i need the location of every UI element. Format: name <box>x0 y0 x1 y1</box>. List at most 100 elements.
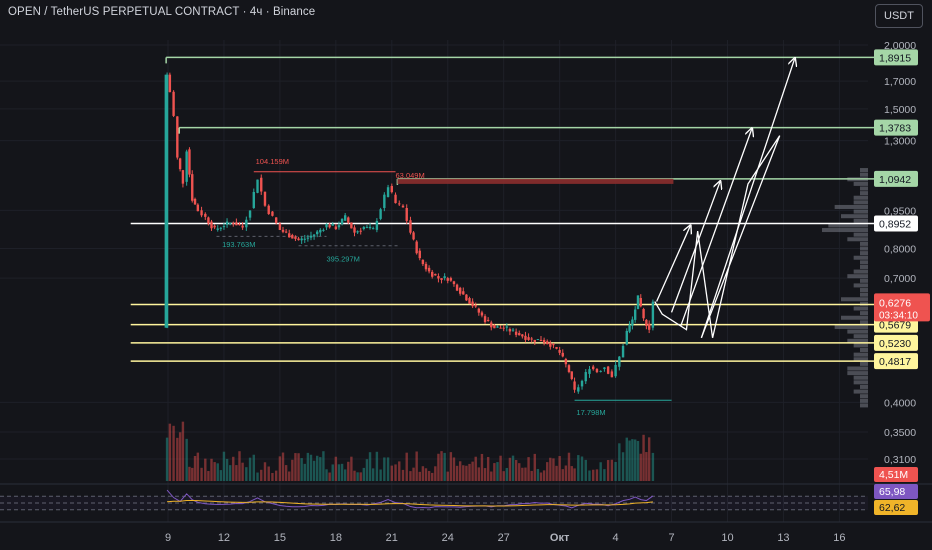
candle <box>232 223 235 225</box>
volume-bar <box>284 465 288 481</box>
volume-bar <box>614 461 617 481</box>
candle <box>235 222 238 226</box>
volume-profile-bar <box>841 214 868 219</box>
candle <box>555 347 558 349</box>
candle <box>415 241 418 254</box>
volume-bar <box>483 468 487 481</box>
candle <box>284 231 288 233</box>
volume-bar <box>281 452 285 481</box>
volume-bar <box>350 456 353 481</box>
volume-bar <box>235 465 238 481</box>
volume-bar <box>188 466 191 481</box>
volume-profile-bar <box>853 306 868 311</box>
volume-bar <box>193 455 197 481</box>
candle <box>316 231 319 235</box>
candle <box>278 223 282 230</box>
volume-bar <box>639 453 642 481</box>
rsi-tag <box>874 484 918 499</box>
volume-bar <box>248 457 252 481</box>
candle <box>614 364 617 377</box>
candle <box>477 308 481 313</box>
candle <box>252 191 255 208</box>
candle <box>642 308 645 319</box>
candle <box>443 276 446 279</box>
level-price-tag <box>874 49 918 66</box>
volume-bar <box>645 452 648 481</box>
candle <box>297 238 300 241</box>
volume-bar <box>210 458 213 481</box>
volume-bar <box>343 469 347 481</box>
candle <box>256 179 259 193</box>
candle <box>462 291 465 295</box>
projection-path <box>654 135 781 339</box>
current-price-label: 0,6276 <box>879 297 911 309</box>
candle <box>530 338 533 340</box>
x-axis-tick-label: 24 <box>442 532 454 544</box>
candle <box>248 210 252 218</box>
volume-bar <box>518 463 521 481</box>
volume-bar <box>440 451 443 481</box>
volume-bar <box>371 468 375 481</box>
candle <box>365 226 369 228</box>
volume-profile-bar <box>860 191 868 196</box>
volume-bar <box>511 455 515 481</box>
volume-bar <box>405 452 408 481</box>
rsi-pane <box>0 489 868 511</box>
volume-bar <box>477 467 481 481</box>
volume-bar <box>427 470 431 481</box>
volume-bar <box>446 471 449 481</box>
candle <box>191 174 194 201</box>
candle <box>452 281 456 285</box>
candle <box>216 228 219 230</box>
volume-bar <box>232 456 235 481</box>
volume-annotation: 193.763M <box>222 240 255 249</box>
volume-bar <box>415 451 418 481</box>
volume-bar <box>245 467 248 481</box>
volume-bar <box>294 453 297 481</box>
candle <box>274 217 278 223</box>
volume-profile-bar <box>860 168 868 173</box>
candle <box>539 339 543 342</box>
volume-bar <box>421 466 425 481</box>
volume-bar <box>365 459 369 481</box>
candle <box>300 238 303 241</box>
volume-profile-bar <box>841 315 868 320</box>
candle <box>176 116 179 158</box>
currency-button[interactable]: USDT <box>875 4 923 28</box>
candle <box>168 74 172 93</box>
volume-profile-bar <box>860 278 868 283</box>
volume-profile-bar <box>822 228 868 233</box>
volume-bar <box>176 437 179 481</box>
volume-bar <box>437 453 440 481</box>
volume-bar <box>219 470 223 481</box>
volume-bar <box>228 465 232 481</box>
candle <box>610 371 614 378</box>
volume-bar <box>524 467 527 481</box>
volume-bar <box>274 470 278 481</box>
volume-bar <box>527 457 530 481</box>
candle <box>508 329 512 332</box>
candle <box>281 229 285 232</box>
projection-arrow <box>670 182 720 313</box>
volume-bar <box>238 451 241 481</box>
volume-bar <box>386 457 390 481</box>
volume-bar <box>595 469 599 481</box>
candle <box>371 228 375 230</box>
candle <box>238 223 241 226</box>
candle <box>647 323 651 330</box>
candle <box>219 227 223 229</box>
volume-annotation: 63.049M <box>396 171 425 180</box>
level-price-label: 1,0942 <box>879 174 911 186</box>
candle <box>325 223 328 228</box>
volume-profile-bar <box>860 320 868 325</box>
volume-bar <box>256 472 259 481</box>
volume-bar <box>573 468 576 481</box>
candle <box>446 278 449 281</box>
volume-bar <box>337 464 341 481</box>
volume-bar <box>610 459 614 481</box>
volume-profile-bar <box>847 237 868 242</box>
volume-profile-bar <box>847 338 868 343</box>
volume-bar <box>331 464 334 481</box>
volume-bar <box>390 465 393 481</box>
